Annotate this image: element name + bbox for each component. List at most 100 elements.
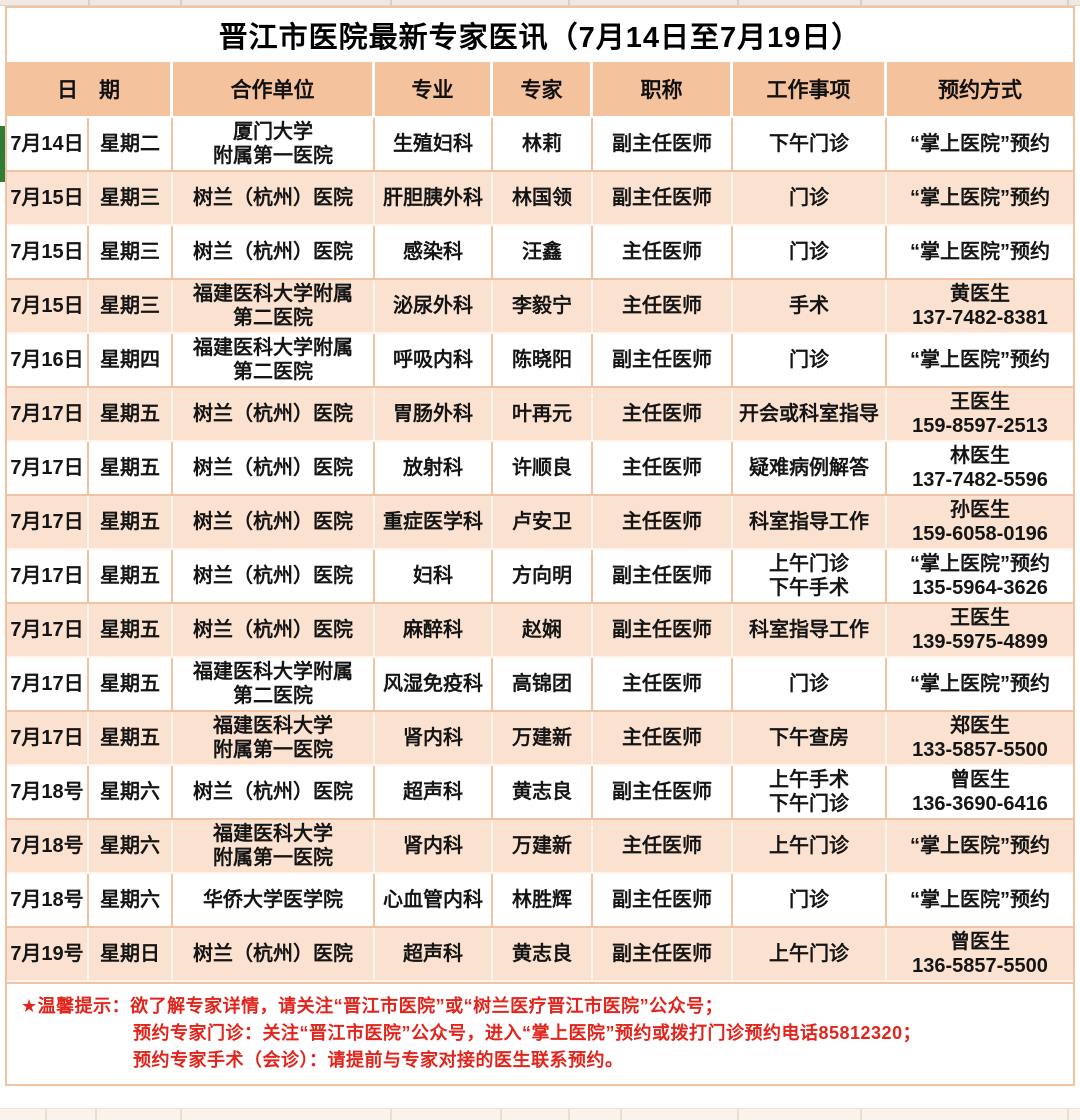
cell-booking: 王医生 159-8597-2513 — [887, 388, 1073, 442]
cell-weekday: 星期日 — [89, 928, 173, 982]
table-row: 7月15日 星期三 树兰（杭州）医院 肝胆胰外科 林国领 副主任医师 门诊 “掌… — [7, 172, 1073, 226]
cell-weekday: 星期五 — [89, 550, 173, 604]
cell-weekday: 星期五 — [89, 496, 173, 550]
cell-expert: 赵娴 — [493, 604, 593, 658]
cell-expert: 叶再元 — [493, 388, 593, 442]
cell-job-title: 主任医师 — [593, 442, 733, 496]
cell-job-title: 主任医师 — [593, 226, 733, 280]
cell-expert: 林国领 — [493, 172, 593, 226]
grid-tick — [1067, 1109, 1069, 1120]
cell-booking: 郑医生 133-5857-5500 — [887, 712, 1073, 766]
cell-job-title: 副主任医师 — [593, 118, 733, 172]
cell-unit: 福建医科大学附属 第二医院 — [173, 280, 375, 334]
cell-job-title: 主任医师 — [593, 280, 733, 334]
grid-tick — [568, 0, 570, 5]
notice-line: ★温馨提示：欲了解专家详情，请关注“晋江市医院”或“树兰医疗晋江市医院”公众号； — [21, 996, 724, 1016]
cell-date: 7月17日 — [7, 658, 89, 712]
table-row: 7月17日 星期五 树兰（杭州）医院 妇科 方向明 副主任医师 上午门诊 下午手… — [7, 550, 1073, 604]
cell-specialty: 超声科 — [375, 766, 493, 820]
cell-specialty: 肾内科 — [375, 712, 493, 766]
cell-specialty: 感染科 — [375, 226, 493, 280]
cell-date: 7月17日 — [7, 442, 89, 496]
cell-unit: 树兰（杭州）医院 — [173, 172, 375, 226]
cell-work: 门诊 — [733, 172, 887, 226]
cell-work: 上午门诊 — [733, 928, 887, 982]
cell-date: 7月17日 — [7, 712, 89, 766]
cell-weekday: 星期三 — [89, 172, 173, 226]
cell-job-title: 副主任医师 — [593, 874, 733, 928]
table-row: 7月15日 星期三 福建医科大学附属 第二医院 泌尿外科 李毅宁 主任医师 手术… — [7, 280, 1073, 334]
cell-work: 手术 — [733, 280, 887, 334]
cell-specialty: 呼吸内科 — [375, 334, 493, 388]
cell-booking: 曾医生 136-5857-5500 — [887, 928, 1073, 982]
cell-job-title: 主任医师 — [593, 388, 733, 442]
grid-tick — [568, 1109, 570, 1120]
cell-booking: “掌上医院”预约 — [887, 226, 1073, 280]
notice-line: 预约专家门诊：关注“晋江市医院”公众号，进入“掌上医院”预约或拨打门诊预约电话8… — [133, 1023, 922, 1043]
cell-job-title: 副主任医师 — [593, 334, 733, 388]
grid-tick — [1067, 0, 1069, 5]
table-row: 7月18号 星期六 树兰（杭州）医院 超声科 黄志良 副主任医师 上午手术 下午… — [7, 766, 1073, 820]
cell-work: 门诊 — [733, 874, 887, 928]
cell-booking: “掌上医院”预约 — [887, 334, 1073, 388]
cell-unit: 树兰（杭州）医院 — [173, 928, 375, 982]
cell-date: 7月17日 — [7, 388, 89, 442]
table-row: 7月17日 星期五 树兰（杭州）医院 放射科 许顺良 主任医师 疑难病例解答 林… — [7, 442, 1073, 496]
cell-date: 7月14日 — [7, 118, 89, 172]
cell-work: 开会或科室指导 — [733, 388, 887, 442]
grid-tick — [737, 1109, 739, 1120]
table-row: 7月14日 星期二 厦门大学 附属第一医院 生殖妇科 林莉 副主任医师 下午门诊… — [7, 118, 1073, 172]
cell-weekday: 星期四 — [89, 334, 173, 388]
cell-weekday: 星期二 — [89, 118, 173, 172]
col-header-booking: 预约方式 — [887, 62, 1073, 118]
cell-booking: “掌上医院”预约 — [887, 118, 1073, 172]
cell-weekday: 星期三 — [89, 226, 173, 280]
grid-tick — [88, 0, 90, 5]
cell-expert: 许顺良 — [493, 442, 593, 496]
table-row: 7月17日 星期五 树兰（杭州）医院 重症医学科 卢安卫 主任医师 科室指导工作… — [7, 496, 1073, 550]
cell-specialty: 麻醉科 — [375, 604, 493, 658]
col-header-job-title: 职称 — [593, 62, 733, 118]
cell-unit: 树兰（杭州）医院 — [173, 226, 375, 280]
cell-date: 7月16日 — [7, 334, 89, 388]
schedule-table-header: 日 期 合作单位 专业 专家 职称 工作事项 预约方式 — [7, 62, 1073, 118]
cell-booking: “掌上医院”预约 — [887, 658, 1073, 712]
col-header-specialty: 专业 — [375, 62, 493, 118]
table-row: 7月18号 星期六 福建医科大学 附属第一医院 肾内科 万建新 主任医师 上午门… — [7, 820, 1073, 874]
cell-specialty: 重症医学科 — [375, 496, 493, 550]
cell-job-title: 副主任医师 — [593, 550, 733, 604]
notice-footer: ★温馨提示：欲了解专家详情，请关注“晋江市医院”或“树兰医疗晋江市医院”公众号；… — [7, 982, 1073, 1084]
grid-tick — [500, 1109, 502, 1120]
cell-specialty: 妇科 — [375, 550, 493, 604]
cell-expert: 卢安卫 — [493, 496, 593, 550]
cell-job-title: 主任医师 — [593, 820, 733, 874]
cell-date: 7月17日 — [7, 604, 89, 658]
col-header-work: 工作事项 — [733, 62, 887, 118]
cell-weekday: 星期三 — [89, 280, 173, 334]
cell-job-title: 副主任医师 — [593, 928, 733, 982]
cell-work: 科室指导工作 — [733, 604, 887, 658]
table-row: 7月19号 星期日 树兰（杭州）医院 超声科 黄志良 副主任医师 上午门诊 曾医… — [7, 928, 1073, 982]
cell-work: 疑难病例解答 — [733, 442, 887, 496]
grid-tick — [620, 1109, 622, 1120]
sheet-edge-strip-bottom — [0, 1108, 1080, 1120]
table-row: 7月18号 星期六 华侨大学医学院 心血管内科 林胜辉 副主任医师 门诊 “掌上… — [7, 874, 1073, 928]
cell-expert: 林莉 — [493, 118, 593, 172]
cell-work: 上午门诊 — [733, 820, 887, 874]
cell-expert: 黄志良 — [493, 766, 593, 820]
table-row: 7月16日 星期四 福建医科大学附属 第二医院 呼吸内科 陈晓阳 副主任医师 门… — [7, 334, 1073, 388]
cell-date: 7月18号 — [7, 874, 89, 928]
cell-booking: 黄医生 137-7482-8381 — [887, 280, 1073, 334]
cell-booking: “掌上医院”预约 135-5964-3626 — [887, 550, 1073, 604]
cell-expert: 方向明 — [493, 550, 593, 604]
cell-date: 7月17日 — [7, 496, 89, 550]
cell-work: 上午手术 下午门诊 — [733, 766, 887, 820]
cell-work: 上午门诊 下午手术 — [733, 550, 887, 604]
cell-work: 下午查房 — [733, 712, 887, 766]
cell-specialty: 风湿免疫科 — [375, 658, 493, 712]
cell-date: 7月19号 — [7, 928, 89, 982]
cell-work: 科室指导工作 — [733, 496, 887, 550]
cell-unit: 树兰（杭州）医院 — [173, 604, 375, 658]
green-edge-mark — [0, 126, 5, 182]
cell-weekday: 星期五 — [89, 604, 173, 658]
